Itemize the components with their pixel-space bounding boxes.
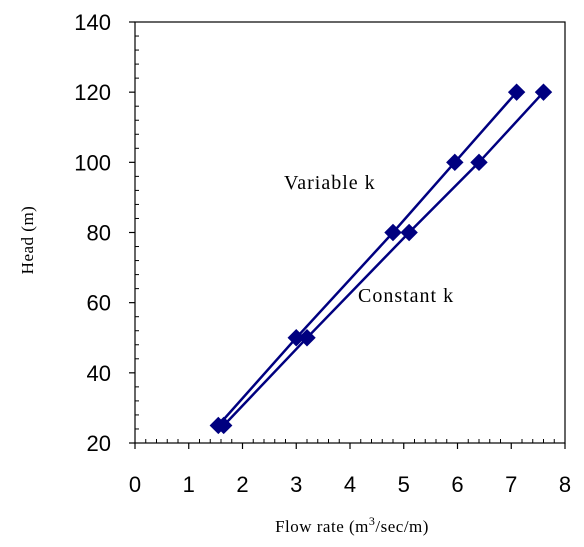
- y-tick-label: 40: [87, 361, 111, 386]
- x-axis-ticks: 0 1 2 3 4 5 6 7 8: [129, 439, 571, 497]
- series-1-marker: [384, 223, 402, 242]
- x-axis-title: Flow rate (m3/sec/m): [275, 514, 429, 536]
- x-tick-label: 0: [129, 472, 141, 497]
- series-1-marker: [446, 153, 464, 172]
- x-tick-label: 8: [559, 472, 571, 497]
- y-tick-label: 100: [74, 150, 111, 175]
- plot-frame: [134, 21, 566, 444]
- x-axis-title-tail: /sec/m): [375, 517, 429, 536]
- y-axis-title: Head (m): [18, 206, 37, 275]
- y-tick-label: 120: [74, 80, 111, 105]
- y-tick-label: 20: [87, 431, 111, 456]
- series-2-line: [222, 91, 545, 427]
- series-1-line: [217, 91, 518, 427]
- annotation-variable-k: Variable k: [284, 172, 376, 194]
- series-2-marker: [470, 153, 488, 172]
- plot-area-border: [134, 21, 566, 444]
- series-2-marker: [400, 223, 418, 242]
- x-tick-label: 2: [236, 472, 248, 497]
- x-axis-title-superscript: 3: [369, 514, 376, 528]
- y-tick-label: 80: [87, 221, 111, 246]
- series-2-marker: [534, 83, 553, 101]
- annotation-constant-k: Constant k: [358, 285, 454, 307]
- series-layer: [209, 83, 553, 435]
- series-2-marker: [214, 416, 233, 435]
- series-2-marker: [298, 329, 316, 347]
- y-axis-ticks: 20 40 60 80 100 120 140: [74, 10, 139, 456]
- x-tick-label: 4: [344, 472, 356, 497]
- x-tick-label: 7: [505, 472, 517, 497]
- x-tick-label: 6: [451, 472, 463, 497]
- series-1-marker: [507, 83, 526, 101]
- x-tick-label: 3: [290, 472, 302, 497]
- x-axis-title-main: Flow rate (m: [275, 517, 369, 536]
- x-tick-label: 5: [398, 472, 410, 497]
- x-tick-label: 1: [183, 472, 195, 497]
- y-tick-label: 140: [74, 10, 111, 35]
- y-tick-label: 60: [87, 291, 111, 316]
